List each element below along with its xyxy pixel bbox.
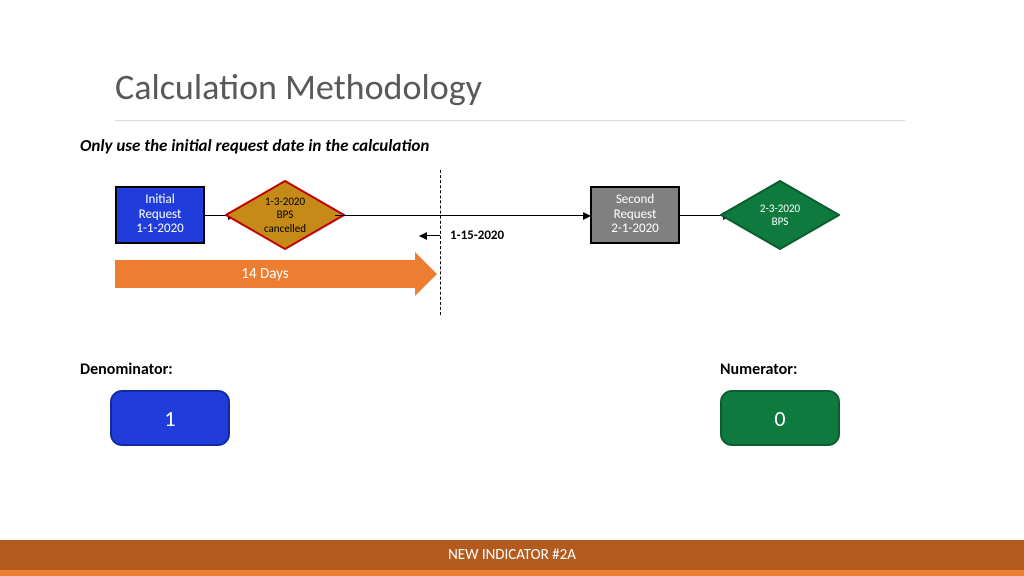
node-line: Request	[136, 208, 184, 223]
diamond-label: 2-3-2020 BPS	[720, 180, 840, 250]
node-line: Initial	[136, 193, 184, 208]
footer-text: NEW INDICATOR #2A	[448, 546, 576, 564]
title-rule	[115, 120, 905, 121]
node-line: 2-3-2020	[760, 202, 800, 215]
node-line: cancelled	[264, 222, 306, 235]
footer-accent	[0, 570, 1024, 576]
node-line: Second	[611, 193, 659, 208]
divider-pointer	[420, 235, 440, 236]
node-line: 1-1-2020	[136, 222, 184, 237]
flowchart: Initial Request 1-1-2020 1-3-2020 BPS ca…	[0, 180, 1024, 340]
slide: Calculation Methodology Only use the ini…	[0, 0, 1024, 576]
node-second-request: Second Request 2-1-2020	[590, 186, 680, 244]
divider-label: 1-15-2020	[450, 228, 504, 243]
denominator-label: Denominator:	[80, 360, 173, 379]
footer-bar: NEW INDICATOR #2A	[0, 540, 1024, 570]
page-title: Calculation Methodology	[115, 65, 482, 109]
node-bps2: 2-3-2020 BPS	[720, 180, 840, 250]
numerator-label: Numerator:	[720, 360, 797, 379]
denominator-value-box: 1	[110, 390, 230, 446]
node-line: BPS	[760, 215, 800, 228]
node-bps-cancelled: 1-3-2020 BPS cancelled	[225, 180, 345, 250]
diamond-label: 1-3-2020 BPS cancelled	[225, 180, 345, 250]
node-line: Request	[611, 208, 659, 223]
arrow-bps1-to-second	[335, 215, 590, 216]
denominator-value: 1	[164, 405, 175, 432]
days-arrow: 14 Days	[115, 260, 415, 288]
node-line: 2-1-2020	[611, 222, 659, 237]
subtitle: Only use the initial request date in the…	[80, 135, 429, 156]
numerator-value-box: 0	[720, 390, 840, 446]
node-line: BPS	[264, 208, 306, 221]
numerator-value: 0	[774, 405, 785, 432]
node-initial-request: Initial Request 1-1-2020	[115, 186, 205, 244]
days-label: 14 Days	[241, 265, 288, 283]
node-line: 1-3-2020	[264, 195, 306, 208]
date-divider	[440, 170, 441, 315]
